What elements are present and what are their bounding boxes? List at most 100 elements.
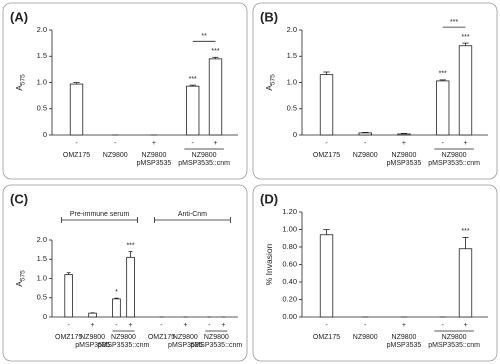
error-bar [66, 272, 71, 275]
y-axis-label: A575 [264, 74, 276, 91]
group-label: NZ9800 [442, 334, 467, 341]
bar [397, 133, 411, 136]
y-tick-label: 1.00 [282, 224, 297, 233]
x-tick-label: - [364, 322, 367, 329]
group-label: NZ9800 [353, 152, 378, 159]
group-label: pMSP3535::cnm [98, 342, 150, 349]
group-label: NZ9800 [142, 152, 167, 159]
bar [208, 58, 223, 136]
error-bar [462, 236, 469, 249]
y-tick-label: 1.5 [37, 51, 47, 60]
x-tick-label: + [221, 322, 225, 329]
group-label: pMSP3535 [75, 342, 110, 349]
group-label: NZ9800 [392, 334, 417, 341]
group-label: OMZ175 [313, 334, 340, 341]
y-tick-label: 1.0 [37, 77, 47, 86]
significance: *** [461, 228, 469, 235]
bar [69, 83, 84, 136]
y-tick-label: 2.0 [37, 25, 47, 34]
panel-label: (D) [260, 191, 278, 206]
error-bar [189, 84, 196, 87]
group-label: OMZ175 [148, 334, 175, 341]
x-tick-label: - [67, 322, 70, 329]
x-tick-label: - [160, 322, 163, 329]
y-axis-label-main: A [14, 85, 24, 91]
group-label: OMZ175 [63, 152, 90, 159]
x-tick-label: - [75, 140, 78, 147]
bar [126, 256, 135, 318]
section-label: Pre-immune serum [70, 211, 130, 218]
y-tick-label: 1.0 [37, 273, 47, 282]
y-tick-label: 0.5 [37, 104, 47, 113]
panel-label: (C) [10, 191, 28, 206]
y-axis-label-subscript: 575 [19, 74, 26, 85]
y-tick-label: 0.60 [282, 259, 297, 268]
group-label: NZ9800 [353, 334, 378, 341]
error-bar [323, 229, 330, 235]
significance: *** [450, 19, 458, 26]
y-axis-label-subscript: 575 [269, 74, 276, 85]
x-tick-label: + [183, 322, 187, 329]
bar [88, 312, 97, 318]
y-axis-label-main: A [264, 85, 274, 91]
error-bar [212, 56, 219, 59]
y-tick-label: 0.80 [282, 242, 297, 251]
bar [458, 45, 473, 136]
group-label: pMSP3535::cnm [190, 342, 242, 349]
group-label: pMSP3535::cnm [178, 160, 230, 167]
significance: *** [126, 242, 134, 249]
error-bar [114, 297, 119, 299]
y-axis-label-main: % Invasion [264, 243, 274, 285]
y-tick-label: 0.5 [37, 293, 47, 302]
group-label: pMSP3535 [387, 342, 422, 349]
group-label: NZ9800 [80, 334, 105, 341]
error-bar [73, 82, 80, 85]
x-tick-label: - [192, 140, 195, 147]
y-tick-label: 1.20 [282, 207, 297, 216]
x-tick-label: - [325, 322, 328, 329]
y-tick-label: 1.0 [287, 77, 297, 86]
y-tick-label: 0 [293, 130, 297, 139]
bar [186, 85, 200, 136]
group-label: NZ9800 [442, 152, 467, 159]
panel-frame [252, 184, 498, 362]
panel-frame [252, 2, 498, 180]
bar [458, 248, 473, 318]
group-label: OMZ175 [313, 152, 340, 159]
y-axis-label: % Invasion [264, 243, 274, 285]
y-tick-label: 0 [43, 312, 47, 321]
y-axis-label: A575 [14, 74, 26, 91]
y-tick-label: 1.5 [37, 254, 47, 263]
bar [112, 298, 121, 318]
group-label: pMSP3535::cnm [428, 342, 480, 349]
y-axis-label-main: A [14, 281, 24, 287]
x-tick-label: + [152, 140, 156, 147]
group-label: OMZ175 [55, 334, 82, 341]
y-tick-label: 0 [43, 130, 47, 139]
x-tick-label: - [208, 322, 211, 329]
error-bar [439, 79, 446, 81]
y-axis-label: A575 [14, 270, 26, 287]
group-label: pMSP3535 [387, 160, 422, 167]
bar [319, 234, 334, 318]
significance: *** [211, 48, 219, 55]
x-tick-label: + [402, 140, 406, 147]
y-tick-label: 0.40 [282, 277, 297, 286]
bar [358, 132, 372, 136]
panel-label: (A) [10, 9, 28, 24]
bar [319, 74, 334, 136]
y-tick-label: 0.20 [282, 294, 297, 303]
group-label: NZ9800 [111, 334, 136, 341]
x-tick-label: - [114, 140, 117, 147]
x-tick-label: + [402, 322, 406, 329]
panel-frame [2, 2, 248, 180]
significance: *** [189, 76, 197, 83]
error-bar [323, 71, 330, 75]
error-bar [128, 251, 133, 258]
section-label: Anti-Cnm [178, 211, 207, 218]
bar [436, 80, 450, 136]
error-bar [400, 133, 408, 134]
x-tick-label: - [442, 140, 445, 147]
y-tick-label: 2.0 [37, 235, 47, 244]
